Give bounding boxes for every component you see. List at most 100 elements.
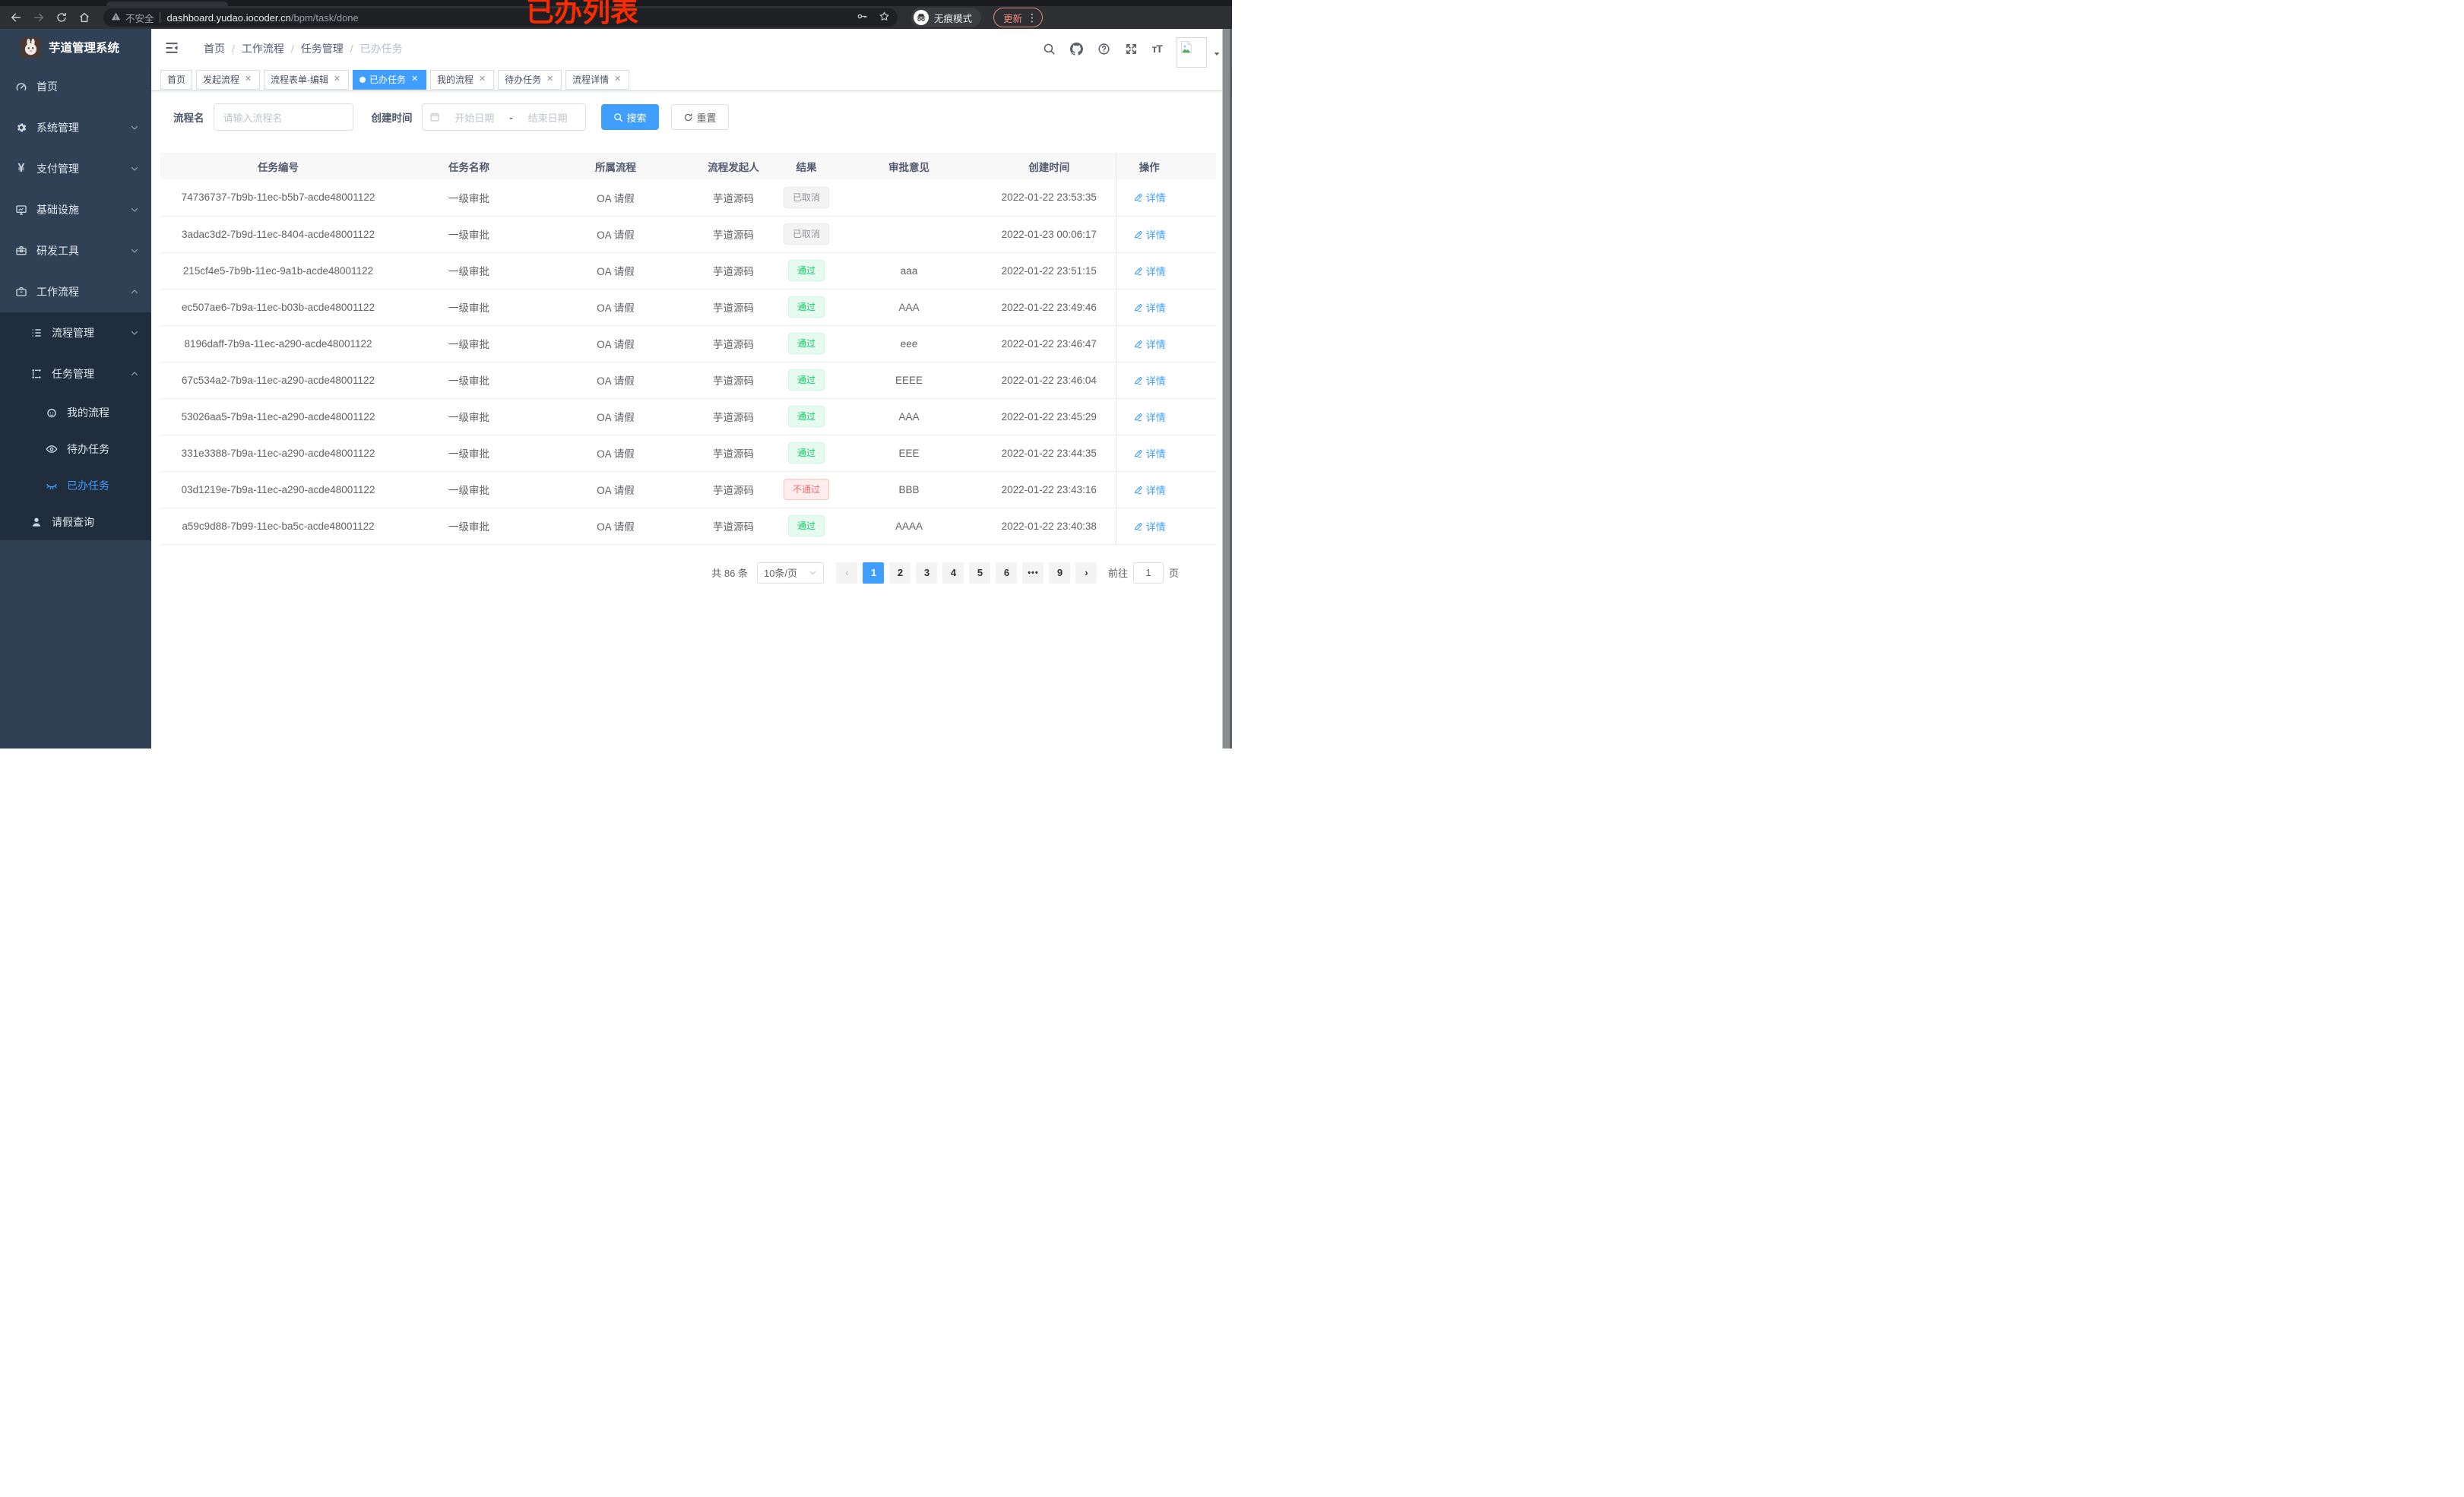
cell-result: 通过 xyxy=(778,252,835,290)
breadcrumb-task-mgmt[interactable]: 任务管理 xyxy=(300,43,344,55)
sidebar-item-待办任务[interactable]: 待办任务 xyxy=(0,431,151,467)
detail-link[interactable]: 详情 xyxy=(1133,300,1166,315)
pager-page-4[interactable]: 4 xyxy=(942,562,964,584)
app-logo-row[interactable]: 芋道管理系统 xyxy=(0,29,151,65)
breadcrumb-workflow[interactable]: 工作流程 xyxy=(241,43,284,55)
sidebar-item-label: 任务管理 xyxy=(52,368,94,380)
sidebar-item-已办任务[interactable]: 已办任务 xyxy=(0,467,151,504)
status-badge: 通过 xyxy=(787,369,825,391)
help-icon[interactable] xyxy=(1097,43,1110,55)
forward-icon[interactable] xyxy=(29,8,49,27)
close-icon[interactable]: ✕ xyxy=(333,74,341,84)
font-size-icon[interactable]: ᴛT xyxy=(1151,43,1163,55)
pager-page-3[interactable]: 3 xyxy=(916,562,938,584)
cell-starter: 芋道源码 xyxy=(689,179,778,217)
app-navbar: 首页 / 工作流程 / 任务管理 / 已办任务 ᴛT xyxy=(151,29,1232,68)
fullscreen-icon[interactable] xyxy=(1125,43,1138,55)
sidebar-item-基础设施[interactable]: 基础设施 xyxy=(0,189,151,230)
end-date-placeholder[interactable]: 结束日期 xyxy=(527,112,568,124)
sidebar-item-研发工具[interactable]: 研发工具 xyxy=(0,230,151,271)
list-tree-icon xyxy=(30,327,43,339)
pager-page-5[interactable]: 5 xyxy=(969,562,991,584)
cell-process: OA 请假 xyxy=(542,289,689,326)
tab-流程详情[interactable]: 流程详情 ✕ xyxy=(565,69,630,90)
tab-我的流程[interactable]: 我的流程 ✕ xyxy=(430,69,495,90)
table-row: 74736737-7b9b-11ec-b5b7-acde48001122 一级审批… xyxy=(160,179,1216,217)
back-icon[interactable] xyxy=(6,8,26,27)
close-icon[interactable]: ✕ xyxy=(410,74,419,84)
sidebar-item-首页[interactable]: 首页 xyxy=(0,66,151,107)
sidebar-item-我的流程[interactable]: 我的流程 xyxy=(0,394,151,431)
sidebar-item-请假查询[interactable]: 请假查询 xyxy=(0,504,151,540)
process-name-input[interactable]: 请输入流程名 xyxy=(213,103,353,131)
browser-menu-icon[interactable]: ⋮ xyxy=(1027,11,1038,24)
cell-actions: 详情 xyxy=(1115,216,1183,253)
cell-starter: 芋道源码 xyxy=(689,398,778,435)
detail-link[interactable]: 详情 xyxy=(1133,190,1166,204)
tab-发起流程[interactable]: 发起流程 ✕ xyxy=(196,69,261,90)
col-header: 流程发起人 xyxy=(689,153,778,179)
cell-opinion: eee xyxy=(835,325,983,362)
breadcrumb-current: 已办任务 xyxy=(359,43,403,55)
home-icon[interactable] xyxy=(74,8,94,27)
pager-goto-input[interactable]: 1 xyxy=(1132,562,1164,584)
user-menu[interactable] xyxy=(1177,37,1221,68)
reload-icon[interactable] xyxy=(52,8,71,27)
sidebar-item-工作流程[interactable]: 工作流程 xyxy=(0,271,151,312)
pager-prev-button[interactable]: ‹ xyxy=(836,562,858,584)
pager-next-button[interactable]: › xyxy=(1075,562,1097,584)
cell-opinion xyxy=(835,179,983,217)
detail-link[interactable]: 详情 xyxy=(1133,337,1166,351)
reset-button[interactable]: 重置 xyxy=(670,104,729,130)
sidebar-item-任务管理[interactable]: 任务管理 xyxy=(0,353,151,394)
cell-opinion: AAA xyxy=(835,289,983,326)
pager-page-1[interactable]: 1 xyxy=(863,562,885,584)
tab-流程表单-编辑[interactable]: 流程表单-编辑 ✕ xyxy=(264,69,350,90)
browser-update-button[interactable]: 更新 ⋮ xyxy=(993,8,1044,27)
breadcrumb-home[interactable]: 首页 xyxy=(204,43,225,55)
pager-page-9[interactable]: 9 xyxy=(1049,562,1071,584)
page-size-select[interactable]: 10条/页 xyxy=(756,562,824,584)
detail-link[interactable]: 详情 xyxy=(1133,446,1166,460)
github-icon[interactable] xyxy=(1069,42,1083,55)
detail-link[interactable]: 详情 xyxy=(1133,264,1166,278)
close-icon[interactable]: ✕ xyxy=(546,74,554,84)
start-date-placeholder[interactable]: 开始日期 xyxy=(454,112,495,124)
pager-page-2[interactable]: 2 xyxy=(889,562,911,584)
cell-actions: 详情 xyxy=(1115,435,1183,472)
close-icon[interactable]: ✕ xyxy=(613,74,622,84)
cell-created: 2022-01-22 23:53:35 xyxy=(983,179,1116,217)
search-icon[interactable] xyxy=(1043,43,1056,55)
window-scrollbar[interactable] xyxy=(1222,29,1232,748)
address-bar[interactable]: 不安全 dashboard.yudao.iocoder.cn/bpm/task/… xyxy=(103,8,898,27)
yen-icon: ¥ xyxy=(17,162,25,175)
sidebar-collapse-icon[interactable] xyxy=(164,40,181,57)
detail-link[interactable]: 详情 xyxy=(1133,373,1166,388)
close-icon[interactable]: ✕ xyxy=(244,74,252,84)
pager-page-•••[interactable]: ••• xyxy=(1022,562,1044,584)
tab-已办任务[interactable]: 已办任务 ✕ xyxy=(353,69,427,90)
detail-link[interactable]: 详情 xyxy=(1133,519,1166,533)
tab-待办任务[interactable]: 待办任务 ✕ xyxy=(498,69,562,90)
detail-link[interactable]: 详情 xyxy=(1133,483,1166,497)
close-icon[interactable]: ✕ xyxy=(478,74,486,84)
password-key-icon[interactable] xyxy=(857,11,868,24)
pager-page-6[interactable]: 6 xyxy=(996,562,1018,584)
cell-process: OA 请假 xyxy=(542,398,689,435)
search-button[interactable]: 搜索 xyxy=(600,104,659,130)
date-range-picker[interactable]: 开始日期 - 结束日期 xyxy=(421,103,586,131)
tab-首页[interactable]: 首页 xyxy=(160,69,193,90)
cell-actions: 详情 xyxy=(1115,289,1183,326)
detail-link[interactable]: 详情 xyxy=(1133,227,1166,242)
detail-link[interactable]: 详情 xyxy=(1133,410,1166,424)
chevron-down-icon xyxy=(130,328,139,337)
browser-active-tab[interactable] xyxy=(106,2,228,6)
sidebar-item-系统管理[interactable]: 系统管理 xyxy=(0,107,151,148)
cell-process: OA 请假 xyxy=(542,216,689,253)
avatar[interactable] xyxy=(1177,37,1207,68)
cell-opinion: AAA xyxy=(835,398,983,435)
cell-result: 已取消 xyxy=(778,179,835,217)
bookmark-star-icon[interactable] xyxy=(879,11,890,24)
sidebar-item-流程管理[interactable]: 流程管理 xyxy=(0,312,151,353)
sidebar-item-支付管理[interactable]: ¥ 支付管理 xyxy=(0,148,151,189)
